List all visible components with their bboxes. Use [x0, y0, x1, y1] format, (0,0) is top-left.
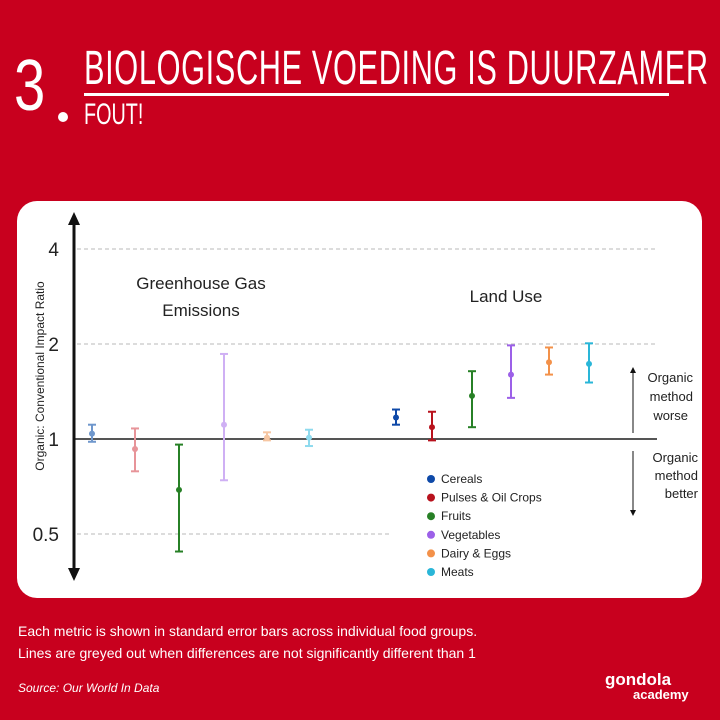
legend-swatch — [427, 568, 435, 576]
page-title: BIOLOGISCHE VOEDING IS DUURZAMER — [84, 42, 709, 95]
y-tick-label: 2 — [48, 335, 59, 356]
data-point — [546, 359, 552, 366]
y-axis-arrow-up — [68, 212, 80, 225]
y-tick-label: 0.5 — [33, 525, 59, 546]
worse-arrow-head — [630, 367, 636, 373]
annotation-worse: Organic — [647, 370, 693, 385]
legend-label: Fruits — [441, 509, 471, 523]
better-arrow-head — [630, 510, 636, 516]
legend-label: Pulses & Oil Crops — [441, 491, 542, 505]
panel-label: Emissions — [162, 301, 239, 320]
data-point — [221, 421, 227, 428]
y-axis-arrow-down — [68, 568, 80, 581]
data-point — [586, 360, 592, 367]
legend-label: Dairy & Eggs — [441, 546, 511, 560]
caption-line-2: Lines are greyed out when differences ar… — [18, 645, 476, 661]
legend-swatch — [427, 493, 435, 502]
annotation-better: method — [655, 468, 698, 483]
source-note: Source: Our World In Data — [18, 681, 160, 695]
annotation-better: Organic — [652, 450, 698, 465]
data-point — [132, 445, 138, 452]
y-axis-label: Organic: Conventional Impact Ratio — [33, 281, 47, 471]
data-point — [429, 424, 435, 431]
legend-swatch — [427, 549, 435, 558]
data-point — [393, 414, 399, 421]
data-point — [469, 392, 475, 399]
page-subtitle: FOUT! — [84, 98, 144, 131]
chart-card: 0.5 1 2 4 Organic: Conventional Impact Ratio… — [17, 201, 702, 598]
data-point — [306, 434, 312, 441]
y-tick-label: 4 — [48, 240, 59, 261]
data-point — [89, 430, 95, 437]
annotation-worse: method — [650, 389, 693, 404]
panel-label: Greenhouse Gas — [136, 274, 265, 293]
data-point — [176, 486, 182, 493]
legend-swatch — [427, 530, 435, 539]
legend-label: Cereals — [441, 472, 482, 486]
annotation-worse: worse — [652, 408, 688, 423]
impact-ratio-chart: 0.5 1 2 4 Organic: Conventional Impact Ratio… — [33, 212, 699, 581]
panel-label: Land Use — [470, 287, 543, 306]
legend-swatch — [427, 512, 435, 521]
legend-label: Meats — [441, 565, 474, 579]
slide-number: 3 — [14, 46, 46, 126]
brand-logo: gondola — [605, 670, 672, 689]
data-point — [508, 371, 514, 378]
caption-line-1: Each metric is shown in standard error b… — [18, 623, 478, 639]
data-point — [264, 434, 270, 441]
y-tick-label: 1 — [48, 430, 59, 451]
annotation-better: better — [665, 486, 699, 501]
legend-label: Vegetables — [441, 528, 500, 542]
title-underline — [84, 93, 669, 96]
slide-number-dot — [58, 112, 68, 122]
legend-swatch — [427, 475, 435, 483]
brand-logo-sub: academy — [633, 687, 689, 702]
